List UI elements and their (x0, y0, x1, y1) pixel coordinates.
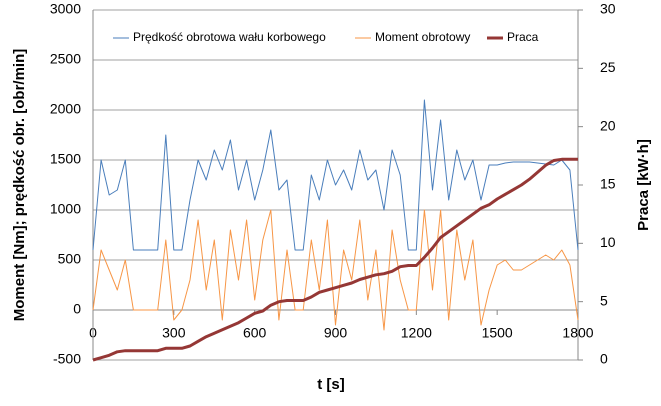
y2-tick-label: 5 (600, 292, 608, 308)
y-tick-label: 2500 (50, 51, 81, 67)
y2-tick-label: 25 (600, 59, 616, 75)
y2-tick-label: 15 (600, 176, 616, 192)
y-tick-label: 500 (58, 251, 82, 267)
x-tick-label: 900 (324, 325, 348, 341)
y-tick-label: -500 (53, 351, 81, 367)
y-tick-label: 1500 (50, 151, 81, 167)
y-axis-label: Moment [Nm]; prędkość obr. [obr/min] (11, 49, 28, 322)
y-tick-label: 3000 (50, 1, 81, 17)
y2-tick-label: 0 (600, 351, 608, 367)
series-line (92, 157, 578, 362)
y2-tick-label: 10 (600, 234, 616, 250)
y2-axis-label: Praca [kW·h] (635, 139, 652, 231)
y2-tick-label: 20 (600, 117, 616, 133)
legend-label: Praca (507, 30, 539, 44)
x-tick-label: 1200 (401, 325, 432, 341)
y2-tick-label: 30 (600, 1, 616, 17)
x-tick-label: 600 (243, 325, 267, 341)
y-tick-label: 2000 (50, 101, 81, 117)
y-tick-label: 1000 (50, 201, 81, 217)
x-axis-label: t [s] (317, 376, 345, 393)
series-line (92, 99, 579, 251)
x-tick-label: 300 (162, 325, 186, 341)
y-tick-label: 0 (73, 301, 81, 317)
x-tick-label: 1500 (482, 325, 513, 341)
legend-label: Prędkość obrotowa wału korbowego (133, 30, 326, 44)
legend-label: Moment obrotowy (375, 30, 470, 44)
series-line (92, 209, 579, 331)
